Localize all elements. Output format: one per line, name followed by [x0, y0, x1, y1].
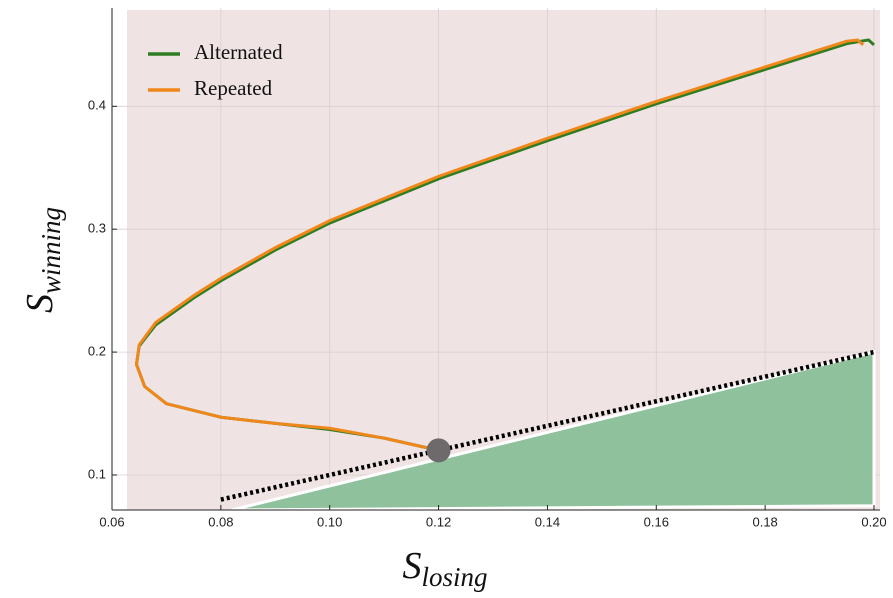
y-tick-label: 0.4	[88, 98, 106, 113]
x-tick-label: 0.18	[752, 514, 777, 529]
x-tick-label: 0.12	[426, 514, 451, 529]
feasible-region	[231, 350, 876, 512]
legend-label: Repeated	[194, 76, 273, 100]
y-tick-label: 0.2	[88, 344, 106, 359]
x-tick-label: 0.06	[99, 514, 124, 529]
x-tick-label: 0.16	[644, 514, 669, 529]
x-tick-label: 0.10	[317, 514, 342, 529]
x-axis-label: Slosing	[402, 545, 487, 592]
series-line	[134, 38, 865, 452]
y-axis-label: Swinning	[19, 207, 66, 313]
y-tick-label: 0.3	[88, 221, 106, 236]
legend-label: Alternated	[194, 40, 283, 64]
y-tick-label: 0.1	[88, 466, 106, 481]
x-tick-label: 0.08	[208, 514, 233, 529]
marker-point	[426, 438, 451, 463]
x-tick-label: 0.14	[535, 514, 560, 529]
x-tick-label: 0.20	[861, 514, 886, 529]
